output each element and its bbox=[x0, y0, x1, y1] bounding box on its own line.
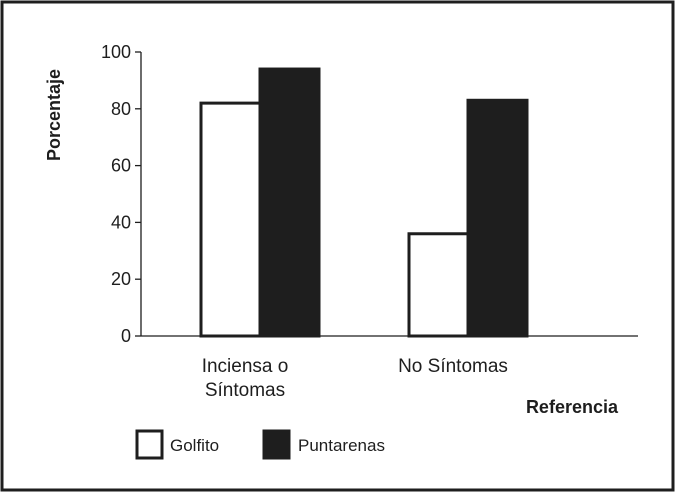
legend-swatch-golfito bbox=[135, 429, 164, 460]
x-category-label: No Síntomas bbox=[398, 356, 508, 377]
bars bbox=[199, 67, 529, 338]
bar-golfito-2 bbox=[407, 232, 470, 338]
x-axis: Inciensa o Síntomas No Síntomas bbox=[141, 335, 638, 401]
y-tick-label: 60 bbox=[111, 156, 131, 176]
x-category-label: Inciensa o Síntomas bbox=[202, 356, 289, 401]
bar-golfito-1 bbox=[199, 101, 262, 338]
legend: Golfito Puntarenas bbox=[135, 429, 385, 460]
bar-puntarenas-1 bbox=[258, 67, 321, 338]
y-tick-label: 0 bbox=[121, 326, 131, 346]
y-axis-title: Porcentaje bbox=[44, 69, 64, 161]
y-tick-label: 100 bbox=[101, 42, 131, 62]
y-tick-label: 40 bbox=[111, 212, 131, 232]
legend-label-golfito: Golfito bbox=[170, 436, 219, 455]
legend-label-puntarenas: Puntarenas bbox=[298, 436, 385, 455]
y-axis: 0 20 40 60 80 100 bbox=[101, 42, 142, 346]
bar-puntarenas-2 bbox=[466, 98, 529, 338]
legend-swatch-puntarenas bbox=[262, 429, 291, 460]
y-tick-label: 20 bbox=[111, 269, 131, 289]
x-axis-title: Referencia bbox=[526, 397, 619, 417]
y-tick-label: 80 bbox=[111, 99, 131, 119]
